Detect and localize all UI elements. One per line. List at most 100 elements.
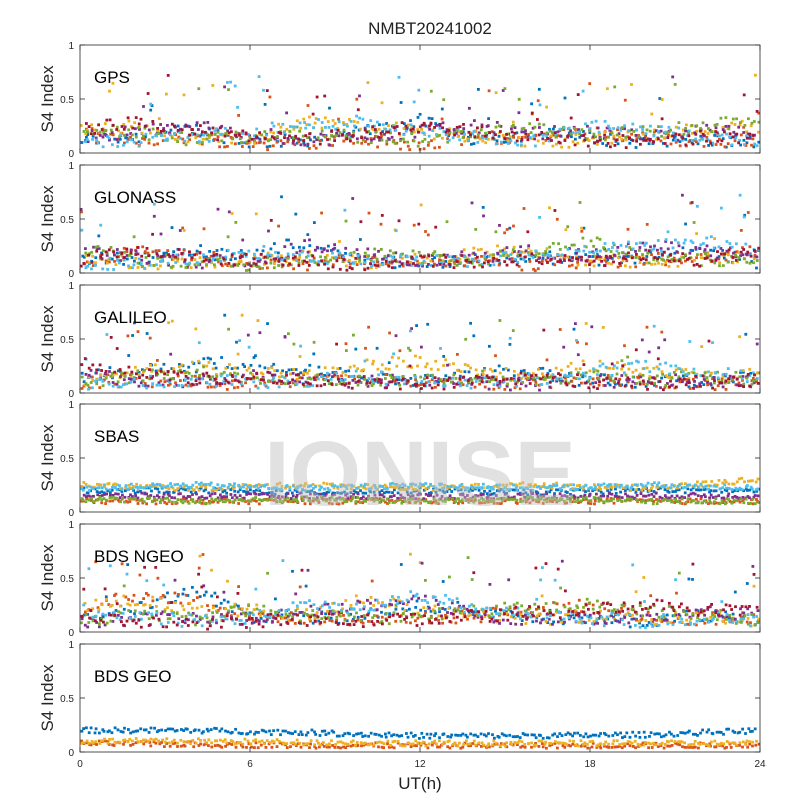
data-point (219, 374, 223, 378)
data-point (340, 374, 343, 378)
data-point (230, 383, 234, 386)
data-point (438, 124, 442, 128)
data-point (86, 133, 90, 136)
data-point (263, 263, 266, 266)
data-point (415, 259, 419, 263)
data-point (221, 133, 225, 137)
data-point (631, 380, 635, 384)
data-point (93, 264, 97, 267)
data-point (265, 89, 269, 92)
data-point (422, 255, 426, 259)
data-point (478, 382, 481, 386)
data-point (289, 263, 293, 267)
data-point (549, 488, 553, 492)
data-point (591, 255, 595, 258)
data-point (210, 131, 213, 135)
data-point (336, 367, 340, 371)
data-point (583, 132, 587, 136)
data-point (256, 319, 260, 322)
data-point (505, 491, 508, 495)
data-point (218, 256, 222, 260)
data-point (718, 134, 721, 138)
data-point (162, 129, 165, 132)
data-point (392, 494, 396, 497)
data-point (373, 378, 377, 382)
data-point (146, 251, 150, 255)
data-point (515, 484, 519, 488)
data-point (474, 380, 478, 383)
data-point (657, 125, 660, 128)
data-point (366, 266, 370, 270)
data-point (652, 499, 656, 503)
data-point (279, 371, 283, 375)
data-point (453, 371, 456, 375)
data-point (592, 259, 596, 263)
data-point (621, 364, 625, 368)
data-point (423, 123, 426, 127)
data-point (460, 254, 464, 257)
data-point (315, 496, 319, 499)
data-point (398, 383, 402, 387)
data-point (367, 377, 371, 380)
data-point (660, 376, 663, 380)
data-point (655, 374, 659, 378)
data-point (596, 376, 599, 380)
data-point (162, 377, 166, 380)
data-point (95, 382, 99, 386)
data-point (228, 363, 231, 366)
data-point (556, 260, 560, 263)
data-point (196, 263, 200, 267)
data-point (420, 345, 423, 349)
data-point (746, 211, 750, 214)
data-point (173, 124, 176, 128)
data-point (748, 261, 752, 265)
data-point (576, 371, 580, 374)
data-point (688, 387, 692, 390)
data-point (117, 488, 120, 491)
data-point (613, 85, 617, 89)
data-point (179, 128, 182, 131)
data-point (727, 127, 731, 131)
data-point (623, 124, 626, 128)
data-point (431, 252, 435, 255)
data-point (742, 131, 746, 134)
data-point (370, 138, 373, 142)
data-point (438, 122, 442, 126)
data-point (703, 487, 707, 491)
data-point (353, 124, 356, 128)
data-point (352, 141, 355, 145)
data-point (620, 261, 623, 265)
data-point (268, 95, 272, 99)
data-point (374, 380, 377, 383)
data-point (433, 381, 437, 385)
data-point (225, 491, 228, 495)
data-point (542, 378, 546, 381)
data-point (576, 373, 579, 377)
data-point (266, 148, 269, 152)
data-point (98, 257, 102, 261)
data-point (400, 121, 404, 124)
data-point (440, 117, 444, 121)
data-point (177, 130, 181, 134)
data-point (546, 137, 549, 140)
data-point (102, 493, 106, 496)
data-point (147, 261, 151, 264)
data-point (240, 251, 244, 255)
data-point (112, 483, 115, 487)
data-point (405, 255, 409, 259)
data-point (356, 492, 360, 496)
data-point (702, 134, 706, 138)
data-point (116, 385, 120, 388)
data-point (240, 313, 244, 317)
data-point (98, 363, 102, 367)
data-point (385, 142, 389, 146)
data-point (603, 486, 607, 489)
data-point (241, 363, 245, 366)
data-point (398, 387, 402, 391)
data-point (687, 140, 691, 143)
data-point (631, 370, 635, 374)
data-point (694, 497, 698, 501)
data-point (464, 337, 468, 341)
data-point (707, 144, 710, 147)
data-point (664, 240, 668, 243)
